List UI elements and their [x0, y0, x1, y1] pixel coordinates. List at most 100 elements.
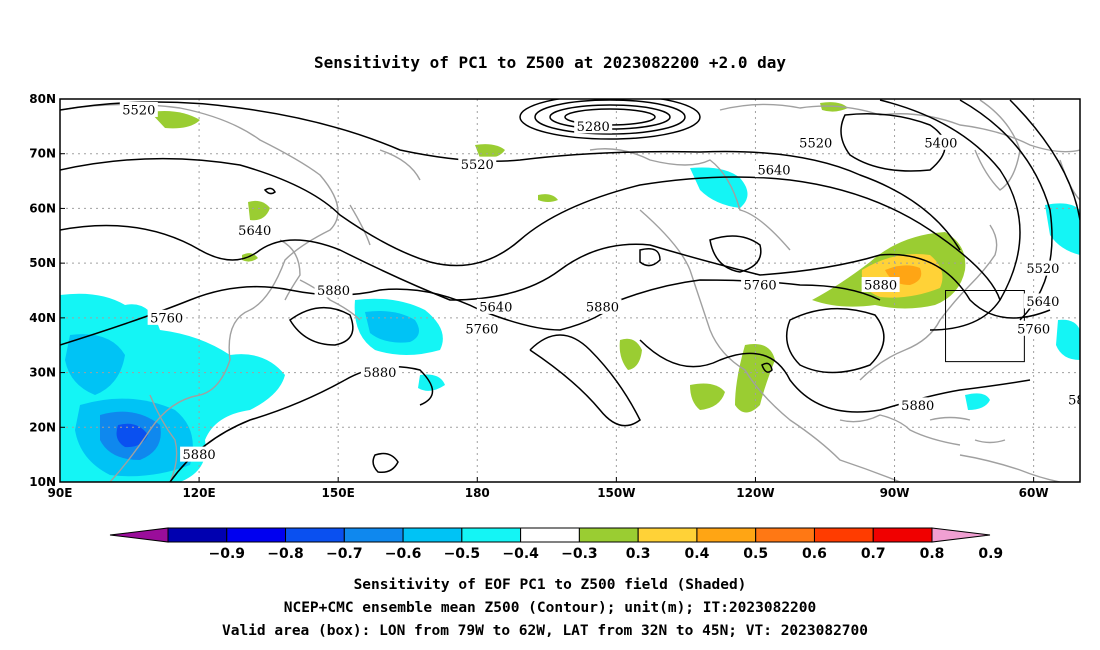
contour-label: 5880 — [1068, 393, 1100, 408]
coast-greenland — [974, 99, 1021, 191]
colorbar-labels: −0.9 −0.8 −0.7 −0.6 −0.5 −0.4 −0.3 0.3 0.4 0.5 0.6… — [209, 546, 1004, 562]
colorbar-label: 0.8 — [920, 546, 945, 562]
shade-neg-sw5 — [116, 423, 148, 448]
contour-label-bg — [755, 162, 793, 178]
colorbar-label: −0.4 — [502, 546, 539, 562]
colorbar-box — [578, 527, 639, 543]
contour-label-bg — [1065, 391, 1080, 407]
contour-label-bg — [180, 446, 219, 462]
contour-labels: 5520 5280 5400 5520 5520 5640 5640 5880 5760 5640… — [119, 101, 1100, 463]
contour-label-bg — [1023, 260, 1062, 276]
map-frame — [59, 98, 1081, 483]
colorbar-box — [285, 527, 345, 543]
coast-indochina — [149, 394, 178, 482]
contour-pac-cell — [639, 248, 661, 267]
coast-alaska — [589, 148, 791, 251]
colorbar-box — [402, 527, 463, 543]
shade-neg-pac — [418, 374, 445, 391]
contour-small-1 — [263, 187, 276, 195]
contour-ne-lobe — [879, 99, 1021, 331]
contour-ne-cell — [840, 113, 946, 172]
contour-label: 5520 — [799, 136, 832, 151]
colorbar-label: 0.9 — [978, 546, 1003, 562]
lat-tick-label: 30N — [29, 366, 56, 380]
coast-asia — [60, 103, 339, 482]
colorbar-label: 0.4 — [685, 546, 710, 562]
coast-kamchatka — [349, 149, 421, 246]
longitude-axis: 90E 120E 150E 180 150W 120W 90W 60W — [48, 477, 1049, 500]
coast-carib — [929, 416, 1006, 444]
contour-low-ring3 — [519, 99, 701, 140]
colorbar-label: 0.6 — [802, 546, 827, 562]
colorbar-label: −0.9 — [209, 546, 246, 562]
colorbar-box — [637, 527, 698, 543]
contour-label-bg — [119, 101, 158, 117]
contour-label-bg — [360, 364, 399, 380]
figure-title: Sensitivity of PC1 to Z500 at 2023082200… — [314, 53, 786, 72]
shade-neg-sw2 — [65, 334, 125, 395]
negative-sensitivity-shading — [60, 167, 1080, 482]
lat-tick-label: 10N — [29, 475, 56, 489]
lon-tick-label: 120W — [736, 486, 774, 500]
shade-pos-n3 — [248, 200, 270, 221]
coast-na-west — [639, 209, 901, 482]
contour-label-bg — [458, 156, 497, 172]
colorbar-label: 0.3 — [626, 546, 651, 562]
latitude-axis: 80N 70N 60N 50N 40N 30N 20N 10N — [29, 92, 65, 489]
contour-pac-high — [289, 306, 354, 346]
lon-tick-label: 180 — [465, 486, 490, 500]
lon-tick-label: 90W — [880, 486, 910, 500]
contour-pac-cell2 — [709, 235, 762, 273]
colorbar-over-triangle — [931, 527, 991, 543]
contour-label-bg — [1023, 293, 1062, 309]
contour-ne-lobe3 — [1009, 99, 1080, 221]
contour-label: 5520 — [461, 158, 494, 173]
contour-low-ring2 — [534, 99, 686, 135]
contour-trop-1 — [529, 334, 641, 427]
contour-small-3 — [372, 452, 399, 474]
coast-korea-japan — [279, 239, 361, 321]
contour-small-2 — [761, 362, 773, 373]
contour-label-bg — [898, 397, 937, 413]
colorbar-label: −0.3 — [561, 546, 598, 562]
contour-label: 5880 — [183, 448, 216, 463]
contour-5520-arc — [60, 101, 961, 251]
colorbar-label: −0.7 — [326, 546, 363, 562]
contour-subtrop-high — [785, 307, 885, 374]
lat-tick-label: 60N — [29, 201, 56, 215]
lon-tick-label: 150W — [597, 486, 635, 500]
map-panel: 5520 5280 5400 5520 5520 5640 5640 5880 5760 5640… — [29, 92, 1100, 500]
colorbar-label: 0.7 — [861, 546, 886, 562]
contour-trop-2 — [639, 339, 1031, 413]
colorbar-box — [461, 527, 522, 543]
footer-line-3: Valid area (box): LON from 79W to 62W, L… — [222, 623, 868, 639]
shade-pos-mex — [735, 344, 775, 413]
contour-label: 5760 — [744, 279, 777, 294]
contour-trop-3 — [169, 365, 434, 482]
colorbar-box — [343, 527, 404, 543]
contour-label: 5640 — [238, 224, 271, 239]
contour-label-bg — [1014, 320, 1053, 336]
footer-line-2: NCEP+CMC ensemble mean Z500 (Contour); u… — [284, 600, 817, 616]
colorbar-box — [520, 527, 580, 543]
lat-tick-label: 20N — [29, 420, 56, 434]
contour-label-bg — [574, 118, 613, 134]
colorbar-label: 0.5 — [743, 546, 768, 562]
lat-tick-label: 70N — [29, 147, 56, 161]
shade-neg-atl — [1045, 203, 1080, 255]
colorbar-box — [696, 527, 757, 543]
colorbar-under-triangle — [109, 527, 169, 543]
contour-label: 5880 — [586, 300, 619, 315]
shade-pos-n4 — [538, 194, 558, 202]
contour-label-bg — [476, 298, 515, 314]
contour-label: 5520 — [1026, 262, 1059, 277]
colorbar-box — [755, 527, 815, 543]
shade-pos-n2 — [475, 144, 505, 159]
coast-gulf — [839, 414, 961, 446]
lon-tick-label: 120E — [182, 486, 215, 500]
coastlines — [60, 99, 1080, 482]
colorbar-box — [167, 527, 228, 543]
contour-label: 5880 — [864, 279, 897, 294]
colorbar-box — [872, 527, 933, 543]
